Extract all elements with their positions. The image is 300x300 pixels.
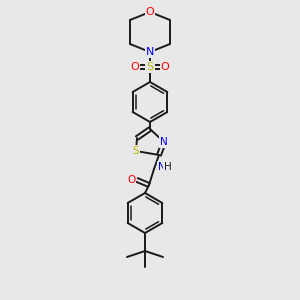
Text: N: N <box>160 137 168 147</box>
Text: O: O <box>146 7 154 17</box>
Text: O: O <box>127 175 135 185</box>
Text: N: N <box>158 162 166 172</box>
Text: H: H <box>164 162 172 172</box>
Text: N: N <box>146 47 154 57</box>
Text: O: O <box>130 62 140 72</box>
Text: S: S <box>133 146 139 156</box>
Text: S: S <box>146 62 154 72</box>
Text: O: O <box>160 62 169 72</box>
